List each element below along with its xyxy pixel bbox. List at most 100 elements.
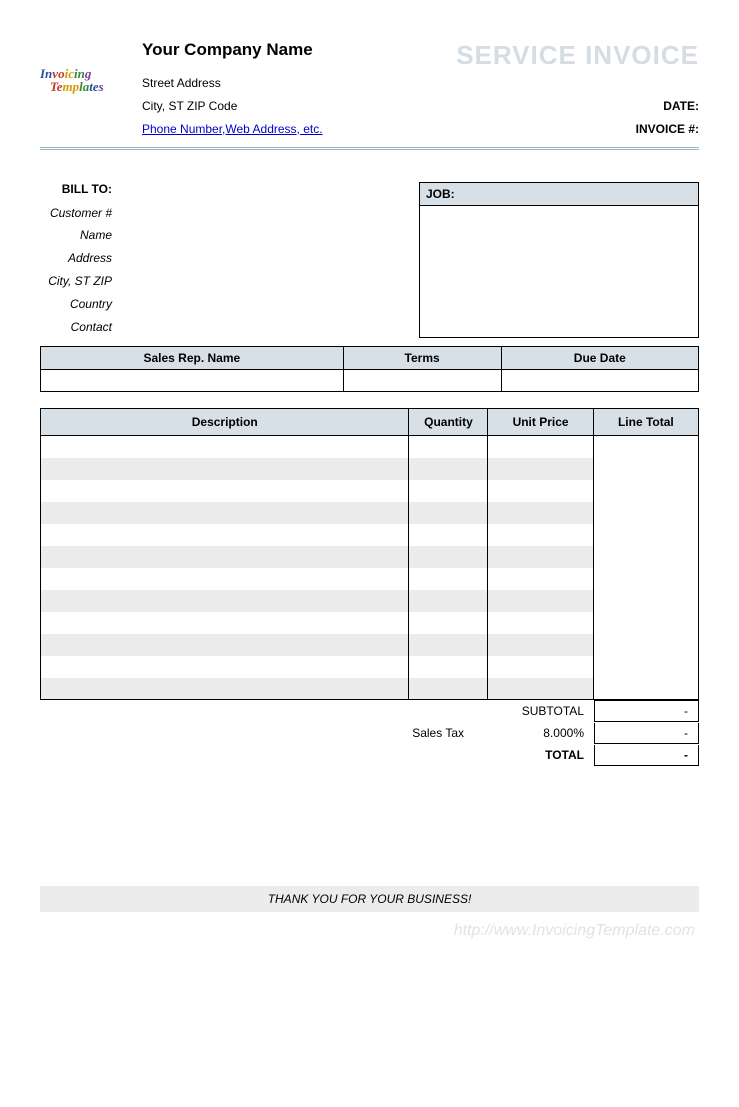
company-name: Your Company Name xyxy=(142,40,456,60)
job-heading: JOB: xyxy=(420,183,698,206)
table-row[interactable] xyxy=(41,524,699,546)
items-description-header: Description xyxy=(41,409,409,436)
table-cell[interactable] xyxy=(41,656,409,678)
billto-customer-label: Customer # xyxy=(40,202,112,225)
company-street: Street Address xyxy=(142,72,456,95)
table-cell[interactable] xyxy=(593,524,698,546)
table-cell[interactable] xyxy=(593,502,698,524)
table-cell[interactable] xyxy=(409,678,488,700)
table-cell[interactable] xyxy=(409,458,488,480)
table-cell[interactable] xyxy=(409,568,488,590)
table-cell[interactable] xyxy=(488,524,593,546)
table-cell[interactable] xyxy=(593,656,698,678)
table-cell[interactable] xyxy=(41,568,409,590)
table-cell[interactable] xyxy=(41,634,409,656)
table-cell[interactable] xyxy=(593,678,698,700)
billto-heading: BILL TO: xyxy=(40,182,112,202)
table-cell[interactable] xyxy=(488,480,593,502)
table-row[interactable] xyxy=(41,634,699,656)
billto-city-label: City, ST ZIP xyxy=(40,270,112,293)
table-cell[interactable] xyxy=(488,546,593,568)
table-cell[interactable] xyxy=(488,678,593,700)
table-row[interactable] xyxy=(41,458,699,480)
table-cell[interactable] xyxy=(41,502,409,524)
invoice-title: SERVICE INVOICE xyxy=(456,40,699,71)
table-cell[interactable] xyxy=(593,546,698,568)
table-cell[interactable] xyxy=(488,612,593,634)
company-contact-link[interactable]: Phone Number,Web Address, etc. xyxy=(142,122,323,136)
items-unitprice-header: Unit Price xyxy=(488,409,593,436)
date-label: DATE: xyxy=(456,95,699,118)
job-box: JOB: xyxy=(419,182,699,339)
table-cell[interactable] xyxy=(409,480,488,502)
table-cell[interactable] xyxy=(409,546,488,568)
svg-text:Templates: Templates xyxy=(50,79,104,94)
table-cell[interactable] xyxy=(409,590,488,612)
subtotal-label: SUBTOTAL xyxy=(474,704,594,718)
table-row[interactable] xyxy=(41,480,699,502)
table-row[interactable] xyxy=(41,678,699,700)
table-cell[interactable] xyxy=(41,546,409,568)
terms-salesrep-cell[interactable] xyxy=(41,370,344,392)
billto-address-label: Address xyxy=(40,247,112,270)
table-cell[interactable] xyxy=(593,634,698,656)
table-cell[interactable] xyxy=(409,502,488,524)
subtotal-value: - xyxy=(594,700,699,722)
items-linetotal-header: Line Total xyxy=(593,409,698,436)
table-cell[interactable] xyxy=(593,590,698,612)
table-cell[interactable] xyxy=(488,436,593,458)
tax-value: - xyxy=(594,723,699,744)
table-cell[interactable] xyxy=(409,656,488,678)
table-cell[interactable] xyxy=(488,634,593,656)
table-cell[interactable] xyxy=(409,524,488,546)
table-cell[interactable] xyxy=(41,678,409,700)
terms-duedate-cell[interactable] xyxy=(501,370,698,392)
terms-terms-cell[interactable] xyxy=(343,370,501,392)
tax-rate: 8.000% xyxy=(474,726,594,740)
tax-label: Sales Tax xyxy=(392,726,474,740)
table-cell[interactable] xyxy=(488,458,593,480)
header-divider xyxy=(40,147,699,150)
items-quantity-header: Quantity xyxy=(409,409,488,436)
billto-name-label: Name xyxy=(40,224,112,247)
watermark: http://www.InvoicingTemplate.com xyxy=(40,912,699,940)
table-row[interactable] xyxy=(41,546,699,568)
terms-table: Sales Rep. Name Terms Due Date xyxy=(40,346,699,392)
table-cell[interactable] xyxy=(41,436,409,458)
table-cell[interactable] xyxy=(409,436,488,458)
terms-terms-header: Terms xyxy=(343,347,501,370)
thankyou-banner: THANK YOU FOR YOUR BUSINESS! xyxy=(40,886,699,912)
terms-duedate-header: Due Date xyxy=(501,347,698,370)
logo: Invoicing Templates xyxy=(40,40,130,94)
total-label: TOTAL xyxy=(474,748,594,762)
table-cell[interactable] xyxy=(409,612,488,634)
table-row[interactable] xyxy=(41,436,699,458)
table-cell[interactable] xyxy=(488,502,593,524)
billto-contact-label: Contact xyxy=(40,316,112,339)
total-value: - xyxy=(594,745,699,766)
table-cell[interactable] xyxy=(41,590,409,612)
table-cell[interactable] xyxy=(41,524,409,546)
table-row[interactable] xyxy=(41,656,699,678)
table-row[interactable] xyxy=(41,590,699,612)
table-cell[interactable] xyxy=(488,568,593,590)
invoice-number-label: INVOICE #: xyxy=(456,118,699,141)
table-cell[interactable] xyxy=(593,612,698,634)
table-cell[interactable] xyxy=(593,568,698,590)
table-cell[interactable] xyxy=(593,436,698,458)
table-row[interactable] xyxy=(41,568,699,590)
table-cell[interactable] xyxy=(488,656,593,678)
table-cell[interactable] xyxy=(409,634,488,656)
table-cell[interactable] xyxy=(488,590,593,612)
items-table: Description Quantity Unit Price Line Tot… xyxy=(40,408,699,700)
company-city: City, ST ZIP Code xyxy=(142,95,456,118)
job-body[interactable] xyxy=(420,206,698,324)
table-row[interactable] xyxy=(41,502,699,524)
table-row[interactable] xyxy=(41,612,699,634)
table-cell[interactable] xyxy=(41,612,409,634)
table-cell[interactable] xyxy=(41,480,409,502)
table-cell[interactable] xyxy=(41,458,409,480)
terms-salesrep-header: Sales Rep. Name xyxy=(41,347,344,370)
table-cell[interactable] xyxy=(593,480,698,502)
table-cell[interactable] xyxy=(593,458,698,480)
